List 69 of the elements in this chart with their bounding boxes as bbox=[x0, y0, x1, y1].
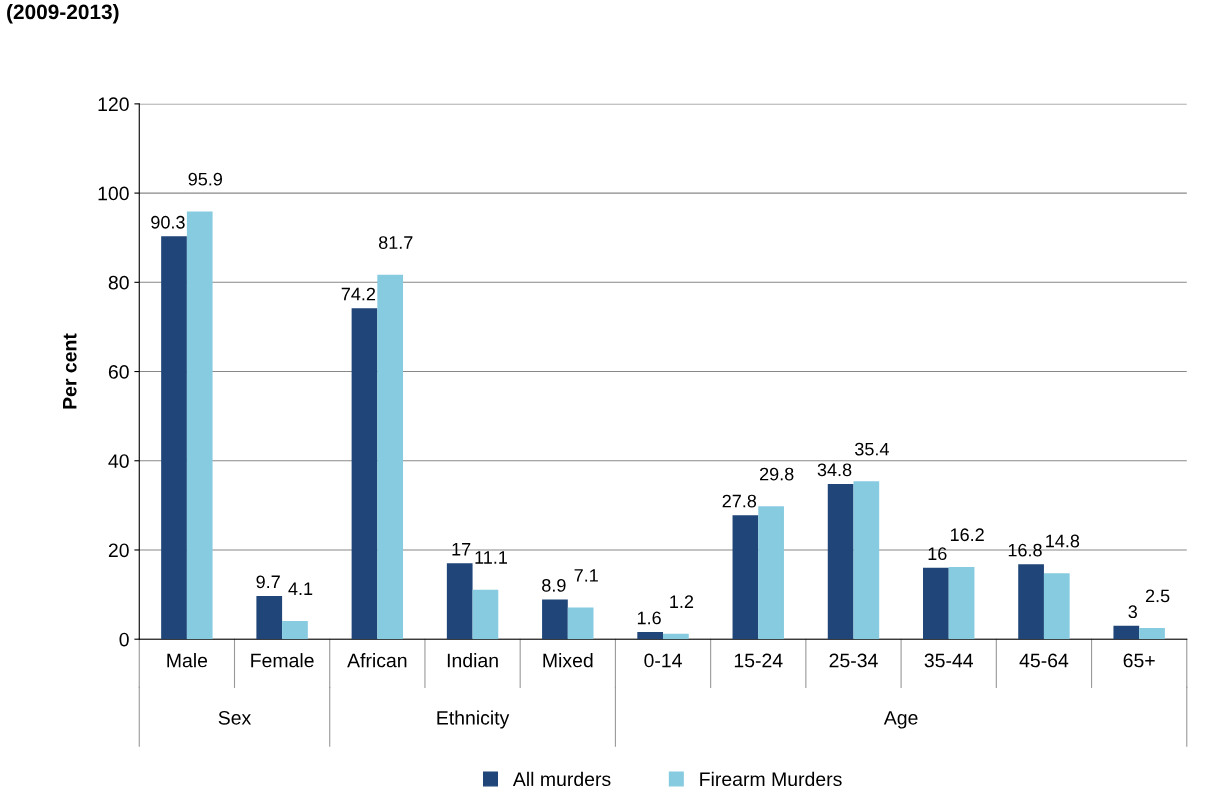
data-label: 16 bbox=[928, 547, 947, 561]
data-label: 16.8 bbox=[1008, 543, 1042, 557]
data-label: 7.1 bbox=[574, 569, 598, 582]
bar bbox=[542, 599, 568, 640]
bar bbox=[1018, 564, 1044, 640]
bar bbox=[161, 236, 187, 640]
bar bbox=[282, 620, 308, 640]
bar bbox=[567, 607, 594, 640]
data-label: 9.7 bbox=[256, 575, 280, 589]
data-label: 14.8 bbox=[1046, 534, 1080, 548]
data-label: 81.7 bbox=[378, 236, 413, 249]
x-tick-label: 35-44 bbox=[924, 653, 974, 668]
data-label: 35.4 bbox=[855, 442, 889, 456]
y-tick-label: 100 bbox=[98, 186, 129, 201]
bar bbox=[663, 633, 689, 640]
y-tick-label: 0 bbox=[119, 632, 129, 647]
bar bbox=[853, 481, 880, 640]
y-axis-title: Per cent bbox=[63, 333, 77, 409]
data-label: 34.8 bbox=[817, 463, 852, 477]
bar bbox=[351, 308, 378, 640]
y-tick-label: 40 bbox=[108, 454, 129, 468]
x-tick-label: 65+ bbox=[1123, 653, 1155, 668]
bar bbox=[256, 595, 283, 640]
bar bbox=[377, 274, 404, 640]
bar bbox=[827, 483, 854, 640]
text: Ethnicity bbox=[437, 710, 510, 729]
x-tick-label: Indian bbox=[447, 653, 498, 668]
bar bbox=[446, 563, 473, 640]
x-tick-label: Mixed bbox=[543, 653, 593, 668]
bar bbox=[1113, 625, 1140, 640]
data-label: 29.8 bbox=[760, 467, 794, 481]
data-label: 17 bbox=[452, 543, 471, 556]
y-tick-label: 20 bbox=[108, 543, 129, 558]
bar bbox=[472, 589, 499, 640]
bar bbox=[732, 515, 759, 640]
bar bbox=[923, 567, 949, 640]
data-label: 27.8 bbox=[722, 494, 757, 508]
data-label: 95.9 bbox=[188, 172, 223, 186]
text: Age bbox=[883, 711, 918, 729]
x-tick-label: 0-14 bbox=[644, 653, 682, 668]
bar bbox=[1139, 628, 1165, 640]
data-label: 8.9 bbox=[542, 578, 566, 592]
data-label: 74.2 bbox=[341, 287, 376, 301]
legend-label: All murders bbox=[512, 771, 611, 787]
data-label: 90.3 bbox=[151, 215, 185, 229]
data-label: 2.5 bbox=[1145, 589, 1170, 603]
x-tick-label: Male bbox=[167, 653, 208, 668]
bar bbox=[637, 632, 664, 640]
x-tick-label: 25-34 bbox=[829, 653, 878, 668]
x-tick-label: African bbox=[347, 653, 407, 668]
y-tick-label: 60 bbox=[108, 365, 129, 379]
data-label: 4.1 bbox=[288, 582, 313, 595]
legend-label: Firearm Murders bbox=[700, 771, 842, 787]
data-label: 3 bbox=[1128, 605, 1137, 619]
bar bbox=[948, 566, 975, 640]
x-tick-label: Female bbox=[251, 653, 314, 668]
bar bbox=[758, 506, 784, 640]
y-tick-label: 120 bbox=[98, 97, 129, 112]
x-tick-label: 45-64 bbox=[1019, 653, 1069, 668]
text: Sex bbox=[218, 710, 252, 725]
y-tick-label: 80 bbox=[108, 275, 129, 290]
data-label: 16.2 bbox=[950, 528, 984, 542]
data-label: 1.6 bbox=[637, 611, 661, 625]
chart-title: (2009-2013) bbox=[7, 3, 119, 24]
bar bbox=[1043, 573, 1070, 640]
data-label: 11.1 bbox=[475, 551, 507, 564]
data-label: 1.2 bbox=[670, 595, 694, 608]
x-tick-label: 15-24 bbox=[734, 653, 783, 668]
bar bbox=[186, 211, 213, 640]
